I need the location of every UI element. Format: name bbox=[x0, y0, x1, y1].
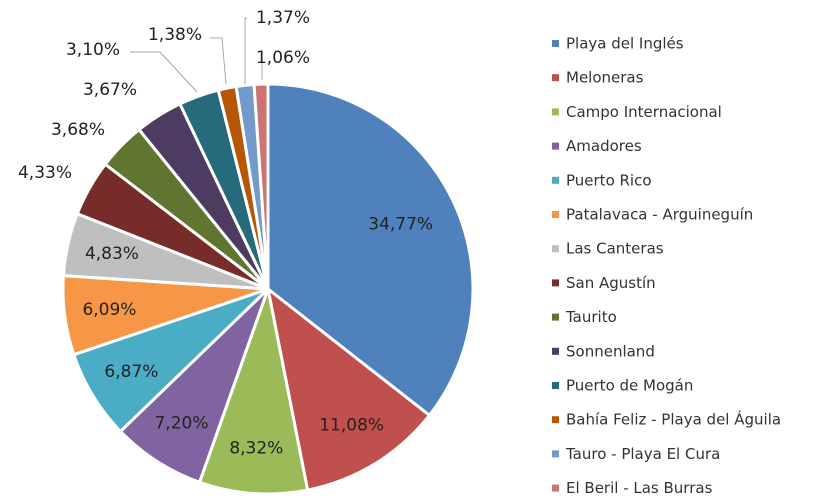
data-label: 7,20% bbox=[154, 413, 208, 433]
data-label: 1,38% bbox=[148, 25, 202, 45]
data-label: 3,67% bbox=[83, 80, 137, 100]
legend-label: Las Canteras bbox=[566, 240, 664, 258]
data-label: 4,33% bbox=[18, 163, 72, 183]
data-label: 8,32% bbox=[229, 438, 283, 458]
legend-label: Playa del Inglés bbox=[566, 35, 684, 53]
pie-slice bbox=[197, 283, 310, 496]
legend-label: Meloneras bbox=[566, 69, 644, 87]
legend-label: Puerto de Mogán bbox=[566, 377, 693, 395]
legend-swatch bbox=[552, 450, 559, 458]
data-label: 3,10% bbox=[66, 40, 120, 60]
pie-slice bbox=[265, 285, 432, 492]
legend-swatch bbox=[552, 279, 559, 287]
pie-slice bbox=[252, 82, 270, 290]
legend-label: Taurito bbox=[565, 308, 617, 326]
leader-line bbox=[244, 17, 247, 84]
data-label: 1,06% bbox=[256, 48, 310, 68]
legend-label: Puerto Rico bbox=[566, 171, 652, 189]
data-label: 1,37% bbox=[256, 8, 310, 28]
legend-swatch bbox=[552, 382, 559, 389]
data-label: 3,68% bbox=[51, 120, 105, 140]
legend-swatch bbox=[552, 211, 559, 218]
legend-label: Amadores bbox=[566, 137, 642, 155]
pie-slice bbox=[266, 82, 475, 418]
legend-swatch bbox=[552, 484, 559, 492]
legend-swatch bbox=[552, 313, 559, 321]
legend-label: Patalavaca - Arguineguín bbox=[566, 206, 753, 224]
legend-swatch bbox=[552, 416, 559, 424]
legend-swatch bbox=[552, 108, 559, 116]
legend-label: Tauro - Playa El Cura bbox=[565, 445, 720, 463]
legend-label: Bahía Feliz - Playa del Águila bbox=[566, 410, 781, 429]
data-label: 34,77% bbox=[368, 214, 433, 234]
leader-line bbox=[130, 51, 198, 93]
legend-swatch bbox=[552, 74, 559, 82]
legend-swatch bbox=[552, 347, 559, 355]
leader-line bbox=[210, 37, 227, 85]
legend-swatch bbox=[552, 142, 559, 150]
legend-swatch bbox=[552, 40, 559, 47]
data-label: 6,87% bbox=[104, 362, 158, 382]
legend-swatch bbox=[552, 245, 559, 253]
legend-label: San Agustín bbox=[566, 274, 656, 292]
legend-label: Sonnenland bbox=[566, 342, 655, 360]
legend-label: Campo Internacional bbox=[566, 103, 722, 121]
data-label: 11,08% bbox=[319, 415, 384, 435]
legend-label: El Beril - Las Burras bbox=[566, 479, 713, 497]
data-label: 4,83% bbox=[85, 244, 139, 264]
data-label: 6,09% bbox=[82, 300, 136, 320]
legend-swatch bbox=[552, 176, 559, 184]
